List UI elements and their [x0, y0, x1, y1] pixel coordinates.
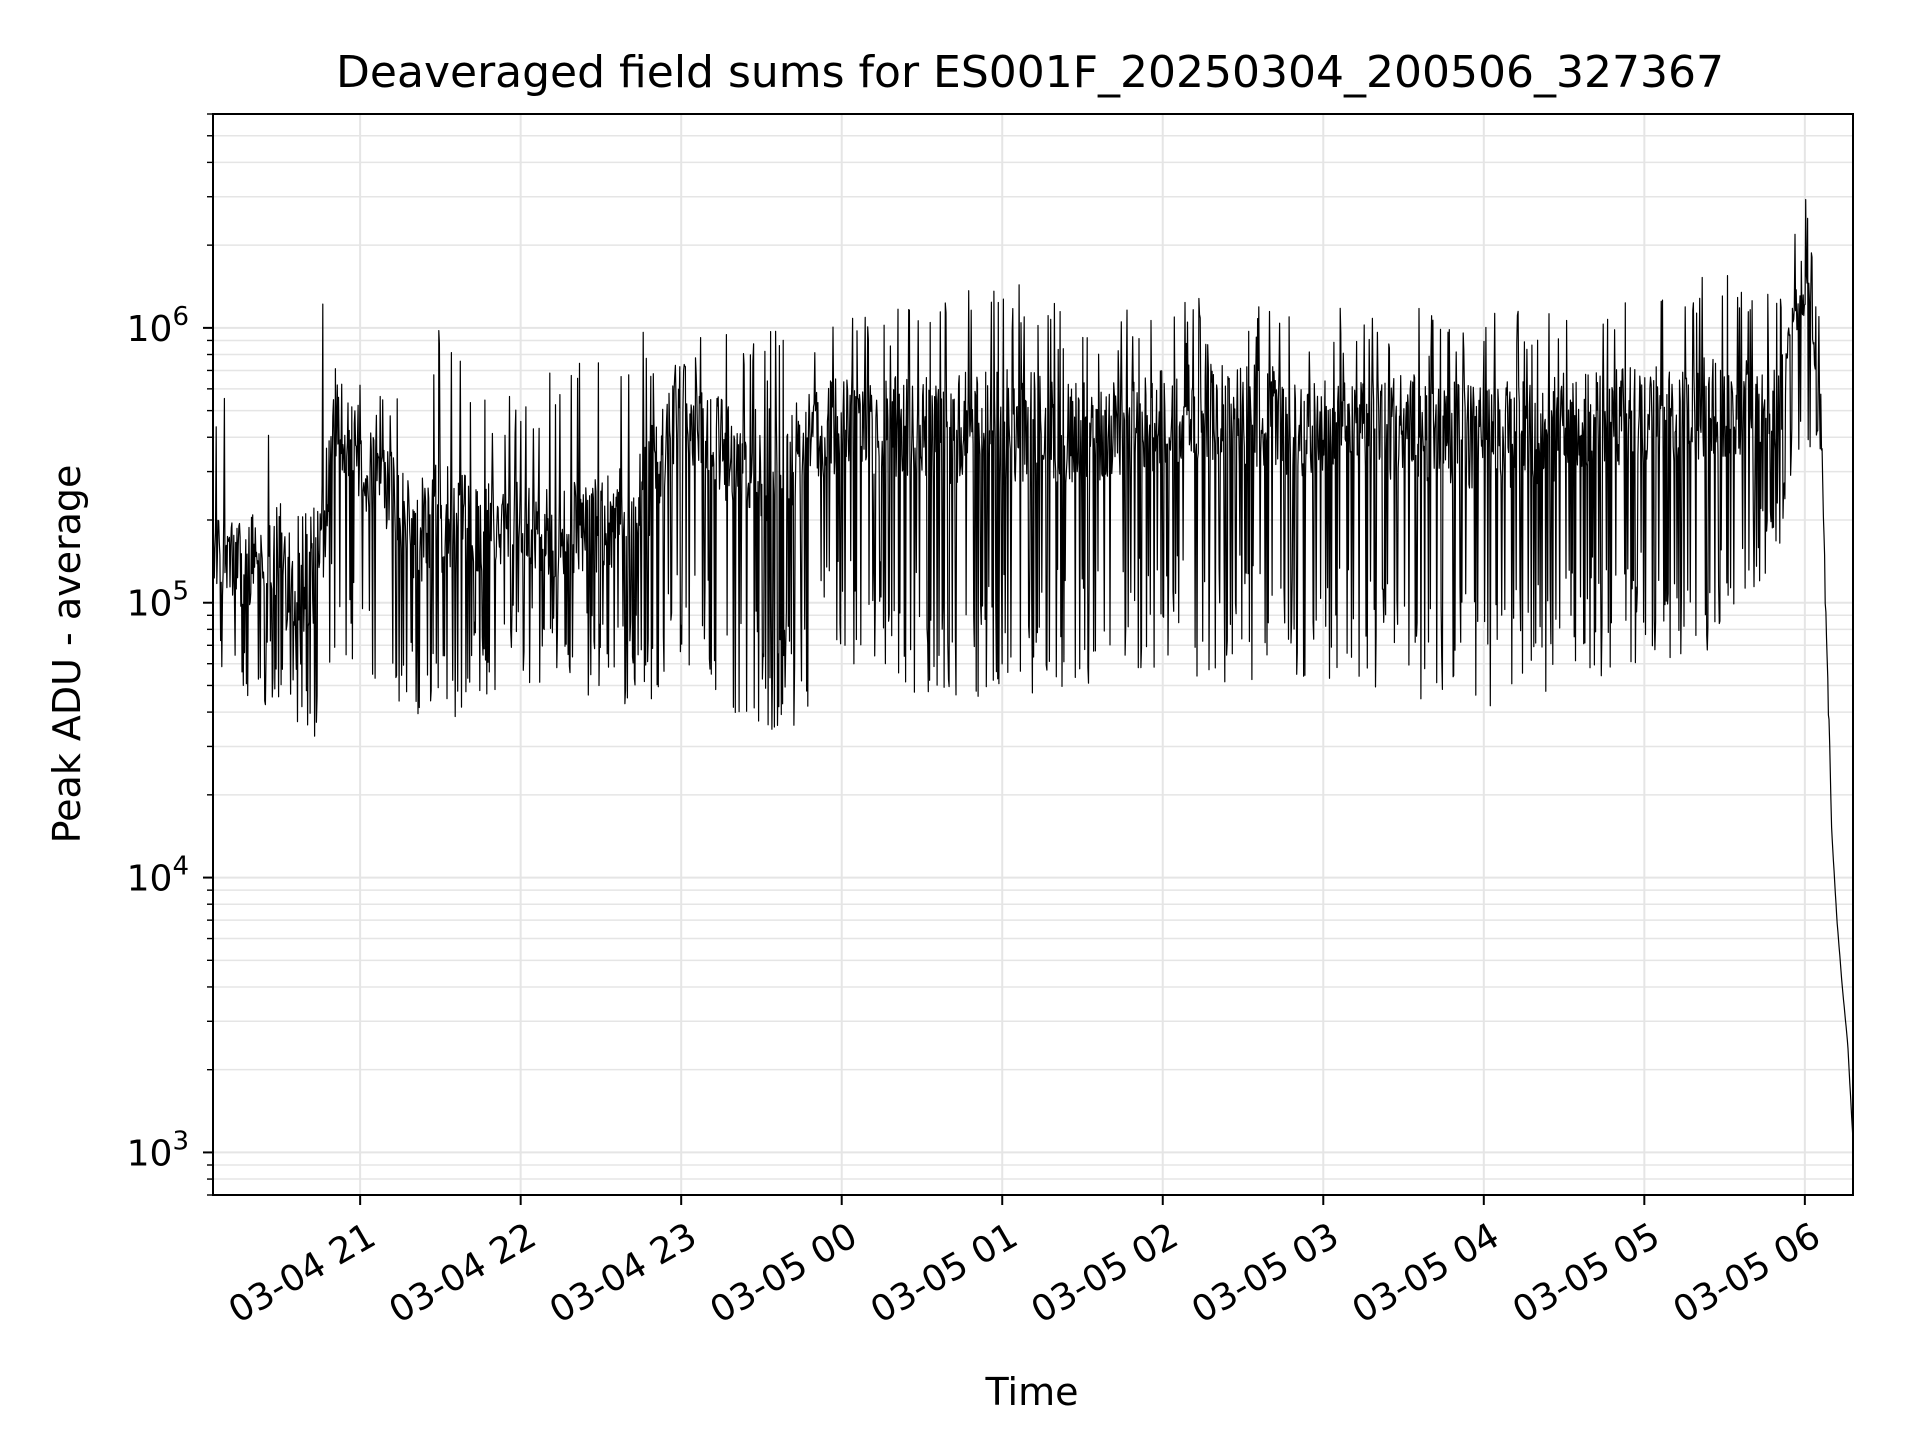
data-series [212, 199, 1854, 1142]
x-tick-label: 03-05 03 [1185, 1215, 1346, 1331]
chart-title: Deaveraged field sums for ES001F_2025030… [336, 47, 1724, 98]
y-tick-label: 104 [127, 852, 189, 900]
x-tick-label: 03-05 01 [864, 1215, 1025, 1331]
x-tick-label: 03-04 23 [543, 1215, 704, 1331]
y-axis-label: Peak ADU - average [45, 465, 89, 844]
x-tick-label: 03-04 22 [382, 1215, 543, 1331]
x-tick-label: 03-05 05 [1506, 1215, 1667, 1331]
x-tick-label: 03-05 06 [1667, 1215, 1828, 1331]
y-tick-label: 103 [127, 1126, 189, 1174]
plot-frame [212, 113, 1854, 1196]
y-axis: 103 104 105 106 [127, 113, 213, 1196]
x-axis: 03-04 21 03-04 22 03-04 23 03-05 00 03-05 01… [222, 1195, 1827, 1332]
x-tick-label: 03-05 02 [1025, 1215, 1186, 1331]
y-tick-label: 105 [127, 577, 189, 625]
x-axis-label: Time [985, 1370, 1079, 1414]
series-line [212, 199, 1854, 1142]
x-tick-label: 03-04 21 [222, 1215, 383, 1331]
y-tick-label: 106 [127, 302, 189, 350]
x-tick-label: 03-05 04 [1346, 1215, 1507, 1331]
x-tick-label: 03-05 00 [704, 1215, 865, 1331]
